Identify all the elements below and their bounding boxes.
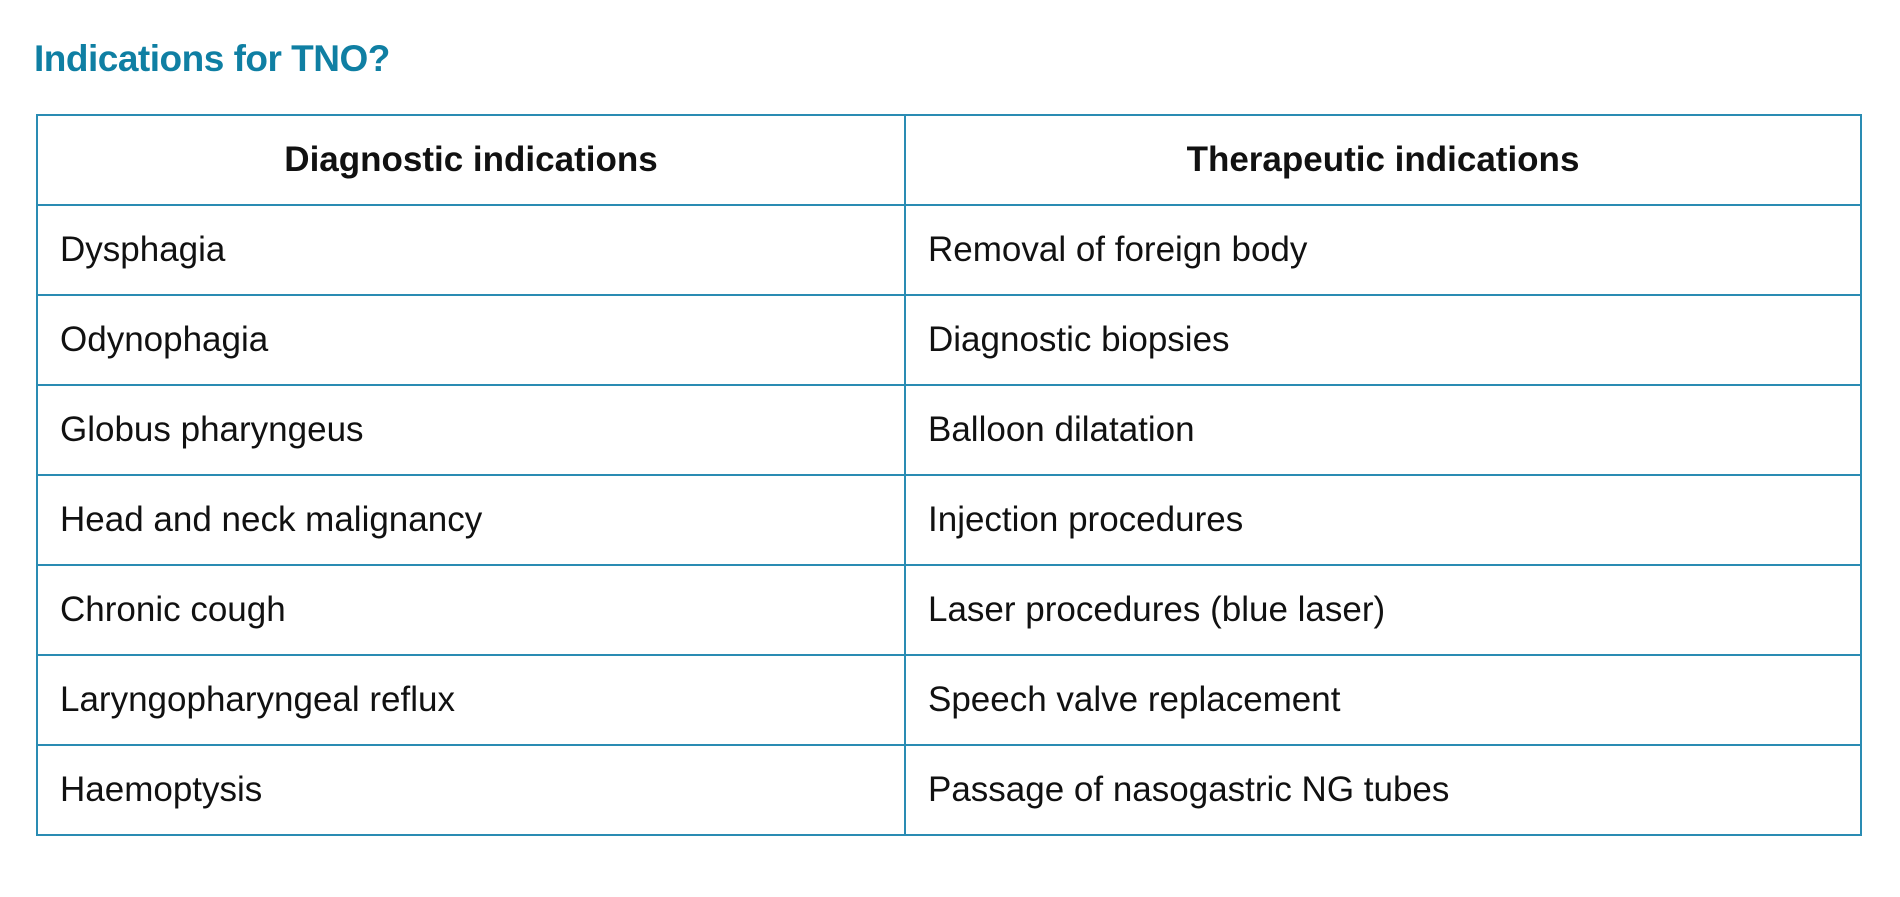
therapeutic-indication-cell: Removal of foreign body [904,204,1862,296]
diagnostic-indication-cell: Dysphagia [36,204,906,296]
table-row: Head and neck malignancy Injection proced… [36,474,1862,566]
therapeutic-indication-cell: Balloon dilatation [904,384,1862,476]
therapeutic-indication-cell: Laser procedures (blue laser) [904,564,1862,656]
therapeutic-indication-cell: Injection procedures [904,474,1862,566]
page-title: Indications for TNO? [34,38,390,79]
diagnostic-indication-cell: Haemoptysis [36,744,906,836]
diagnostic-indication-cell: Odynophagia [36,294,906,386]
table-row: Chronic cough Laser procedures (blue lase… [36,564,1862,656]
therapeutic-indication-cell: Diagnostic biopsies [904,294,1862,386]
table-row: Haemoptysis Passage of nasogastric NG tub… [36,744,1862,836]
table-row: Globus pharyngeus Balloon dilatation [36,384,1862,476]
table-row: Odynophagia Diagnostic biopsies [36,294,1862,386]
column-header-therapeutic: Therapeutic indications [904,114,1862,206]
table-header-row: Diagnostic indications Therapeutic indic… [36,114,1862,206]
therapeutic-indication-cell: Passage of nasogastric NG tubes [904,744,1862,836]
therapeutic-indication-cell: Speech valve replacement [904,654,1862,746]
diagnostic-indication-cell: Laryngopharyngeal reflux [36,654,906,746]
table-row: Laryngopharyngeal reflux Speech valve rep… [36,654,1862,746]
table-row: Dysphagia Removal of foreign body [36,204,1862,296]
column-header-diagnostic: Diagnostic indications [36,114,906,206]
diagnostic-indication-cell: Chronic cough [36,564,906,656]
indications-table: Diagnostic indications Therapeutic indic… [36,114,1862,836]
diagnostic-indication-cell: Globus pharyngeus [36,384,906,476]
diagnostic-indication-cell: Head and neck malignancy [36,474,906,566]
